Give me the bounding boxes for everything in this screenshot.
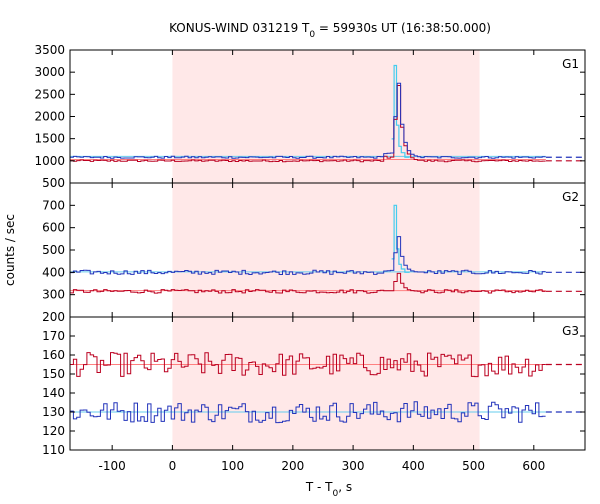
x-tick-label: 500 — [462, 459, 485, 473]
panel-frame — [69, 316, 586, 451]
red-series-line — [70, 352, 546, 378]
y-tick-label: 2000 — [34, 110, 65, 124]
title-subscript: 0 — [309, 30, 315, 40]
highlight-interval — [172, 50, 480, 183]
y-tick-label: 160 — [42, 348, 65, 362]
y-tick-label: 3000 — [34, 65, 65, 79]
y-tick-label: 110 — [42, 443, 65, 457]
y-tick-label: 300 — [42, 288, 65, 302]
highlight-interval — [172, 183, 480, 317]
red-series-line — [70, 85, 546, 163]
y-tick-label: 120 — [42, 424, 65, 438]
x-tick-label: 400 — [402, 459, 425, 473]
x-tick-label: -100 — [99, 459, 126, 473]
x-tick-label: 100 — [221, 459, 244, 473]
chart-title: KONUS-WIND 031219 T0 = 59930s UT (16:38:… — [169, 21, 491, 40]
blue-series-line — [70, 82, 546, 159]
panel-label: G1 — [562, 57, 579, 71]
x-tick-label: 200 — [281, 459, 304, 473]
blue-series-line — [70, 401, 546, 424]
x-tick-label: 0 — [169, 459, 177, 473]
x-axis-label: T - T0, s — [305, 480, 352, 499]
y-tick-label: 200 — [42, 310, 65, 324]
y-tick-label: 2500 — [34, 87, 65, 101]
y-tick-label: 500 — [42, 243, 65, 257]
y-tick-label: 170 — [42, 329, 65, 343]
x-tick-label: 300 — [342, 459, 365, 473]
y-tick-label: 1000 — [34, 154, 65, 168]
y-tick-label: 600 — [42, 221, 65, 235]
xlabel-prefix: T - T — [305, 480, 333, 494]
blue-series-line — [70, 236, 546, 275]
title-prefix: KONUS-WIND 031219 T — [169, 21, 310, 35]
y-tick-label: 130 — [42, 405, 65, 419]
y-tick-label: 700 — [42, 198, 65, 212]
cyan-series-line — [391, 204, 410, 273]
x-tick-label: 600 — [522, 459, 545, 473]
y-tick-label: 150 — [42, 367, 65, 381]
y-tick-label: 1500 — [34, 132, 65, 146]
title-suffix: = 59930s UT (16:38:50.000) — [315, 21, 491, 35]
y-tick-label: 3500 — [34, 43, 65, 57]
panel-label: G2 — [562, 190, 579, 204]
highlight-interval — [172, 317, 480, 450]
y-tick-label: 500 — [42, 176, 65, 190]
panel-g3: 110 120 130 140 150 160 170 G3 — [42, 316, 586, 457]
chart-panels: 500100015002000250030003500G120030040050… — [34, 43, 586, 473]
panel-label: G3 — [562, 324, 579, 338]
xlabel-subscript: 0 — [333, 489, 339, 499]
y-axis-label: counts / sec — [3, 214, 17, 286]
xlabel-suffix: , s — [338, 480, 352, 494]
cyan-series-line — [391, 64, 410, 158]
panel-g2: 200 300 400 500 600 700 G2 — [42, 182, 586, 324]
red-series-line — [70, 272, 546, 294]
y-tick-label: 140 — [42, 386, 65, 400]
y-tick-label: 400 — [42, 265, 65, 279]
panel-g1: 500 1000 1500 2000 2500 3000 3500 G1 — [34, 43, 586, 190]
